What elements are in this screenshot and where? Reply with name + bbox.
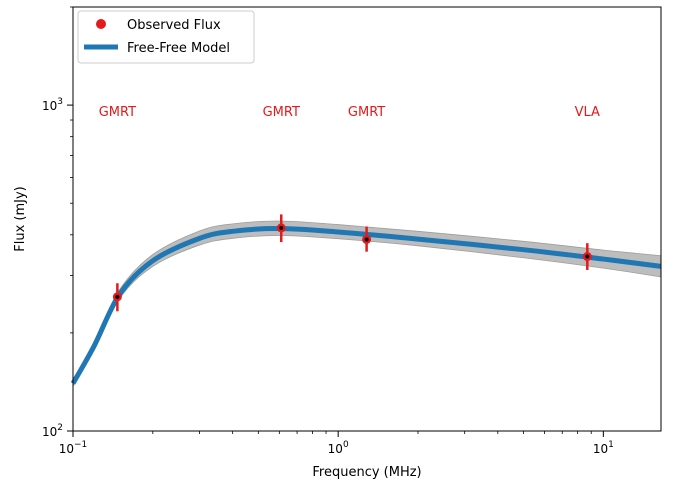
plot-background <box>73 7 661 431</box>
legend-label-model: Free-Free Model <box>127 41 230 56</box>
annotation-3: VLA <box>575 105 600 120</box>
observed-points-layer <box>112 214 592 312</box>
observed-point-core-3 <box>585 254 590 259</box>
observed-point-core-2 <box>364 237 369 242</box>
x-axis-ticks: 10−1 100 101 <box>59 431 614 456</box>
annotation-2: GMRT <box>348 105 385 120</box>
legend: Observed Flux Free-Free Model <box>77 10 255 64</box>
x-axis-label: Frequency (MHz) <box>312 465 421 480</box>
x-tick-label-0: 10−1 <box>59 440 88 456</box>
legend-label-observed: Observed Flux <box>127 18 221 33</box>
x-tick-label-1: 100 <box>328 440 349 456</box>
y-tick-label-0: 102 <box>42 423 63 439</box>
y-axis-label: Flux (mJy) <box>13 186 28 252</box>
x-tick-label-2: 101 <box>593 440 614 456</box>
annotation-1: GMRT <box>263 105 300 120</box>
legend-marker-observed <box>96 19 106 29</box>
legend-box <box>77 10 255 64</box>
observed-point-core-0 <box>115 294 120 299</box>
annotations-layer: GMRT GMRT GMRT VLA <box>99 105 600 120</box>
plot-frame <box>72 6 662 432</box>
observed-point-core-1 <box>279 225 284 230</box>
y-tick-label-1: 103 <box>42 97 63 113</box>
annotation-0: GMRT <box>99 105 136 120</box>
y-axis-ticks: 102 103 <box>42 6 73 439</box>
